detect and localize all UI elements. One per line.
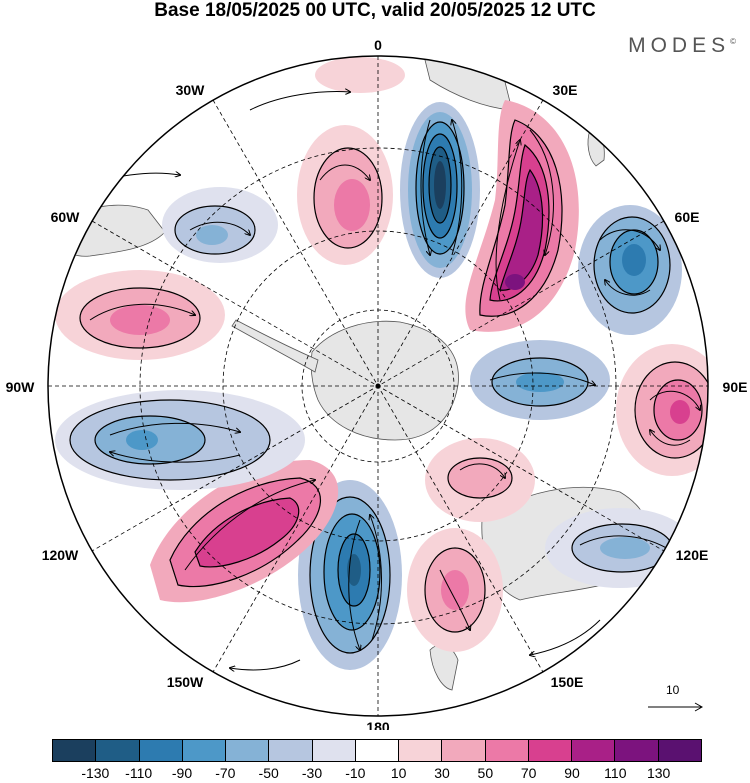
- ridge-30w: [297, 125, 393, 265]
- ridge-150w: [150, 460, 339, 603]
- reference-vector-label: 10: [666, 683, 680, 697]
- lon-label-90w: 90W: [6, 379, 36, 395]
- lon-label-120w: 120W: [42, 547, 79, 563]
- polar-map: 0 30E 60E 90E 120E 150E 180 150W 120W 90…: [6, 37, 748, 730]
- colorbar-tick-labels: -130 -110 -90 -70 -50 -30 -10 10 30 50 70 90 110 130: [52, 765, 702, 783]
- map-border: [47, 55, 709, 717]
- south-pole-marker: [375, 383, 381, 389]
- lon-label-30w: 30W: [176, 82, 206, 98]
- colorbar-tick-label: 50: [477, 765, 494, 781]
- colorbar: [52, 739, 702, 762]
- ridge-30e: [465, 100, 579, 332]
- lon-label-180: 180: [366, 719, 390, 730]
- colorbar-swatch: [442, 740, 486, 761]
- lon-label-30e: 30E: [553, 82, 578, 98]
- reference-vector: 10: [648, 683, 704, 713]
- colorbar-tick-label: -130: [81, 765, 110, 781]
- ridge-0-north: [315, 57, 405, 93]
- modes-logo: MODES©: [628, 34, 736, 58]
- trough-60w: [162, 187, 278, 263]
- colorbar-swatch: [355, 740, 400, 761]
- antarctica: [310, 320, 459, 441]
- colorbar-tick-label: 90: [564, 765, 580, 781]
- colorbar-swatch: [53, 740, 97, 761]
- colorbar-swatch: [139, 740, 183, 761]
- lon-label-150e: 150E: [551, 674, 584, 690]
- colorbar-swatch: [312, 740, 356, 761]
- registered-mark: ©: [730, 37, 736, 46]
- ridge-90e: [616, 344, 708, 476]
- colorbar-swatch: [485, 740, 529, 761]
- colorbar-tick-label: -50: [258, 765, 279, 781]
- lon-label-90e: 90E: [723, 379, 748, 395]
- colorbar-tick-label: -10: [345, 765, 366, 781]
- colorbar-tick-label: 110: [604, 765, 627, 781]
- colorbar-tick-label: -110: [125, 765, 153, 781]
- ridge-90w: [55, 270, 225, 360]
- trough-120w: [55, 390, 305, 490]
- colorbar-tick-label: 70: [520, 765, 537, 781]
- ridge-150e: [407, 528, 503, 652]
- trough-120e: [545, 508, 695, 588]
- colorbar-swatch: [269, 740, 313, 761]
- lon-label-60w: 60W: [51, 209, 81, 225]
- lon-label-120e: 120E: [676, 547, 709, 563]
- colorbar-swatch: [615, 740, 659, 761]
- trough-60e: [578, 205, 682, 335]
- antarctic-peninsula: [231, 319, 319, 373]
- longitude-labels: 0 30E 60E 90E 120E 150E 180 150W 120W 90…: [6, 37, 748, 730]
- colorbar-tick-label: -30: [301, 765, 323, 781]
- colorbar-swatch: [528, 740, 573, 761]
- colorbar-tick-label: -70: [215, 765, 236, 781]
- lon-label-60e: 60E: [675, 209, 700, 225]
- lon-label-0: 0: [374, 37, 382, 53]
- reference-arrow: [648, 702, 704, 712]
- colorbar-swatch: [399, 740, 443, 761]
- colorbar-tick-label: -90: [171, 765, 193, 781]
- plot-title: Base 18/05/2025 00 UTC, valid 20/05/2025…: [154, 0, 596, 21]
- lon-label-150w: 150W: [167, 674, 204, 690]
- colorbar-swatch: [96, 740, 140, 761]
- brand-name: MODES: [628, 34, 731, 57]
- trough-central-indian: [470, 340, 610, 420]
- colorbar-swatch: [572, 740, 616, 761]
- colorbar-tick-label: 130: [646, 765, 671, 781]
- colorbar-tick-label: 30: [434, 765, 450, 781]
- wind-vectors: [79, 92, 700, 670]
- colorbar-swatch: [658, 740, 701, 761]
- trough-southern-atlantic: [400, 102, 480, 278]
- colorbar-swatch: [182, 740, 227, 761]
- colorbar-swatch: [226, 740, 270, 761]
- colorbar-tick-label: 10: [390, 765, 407, 781]
